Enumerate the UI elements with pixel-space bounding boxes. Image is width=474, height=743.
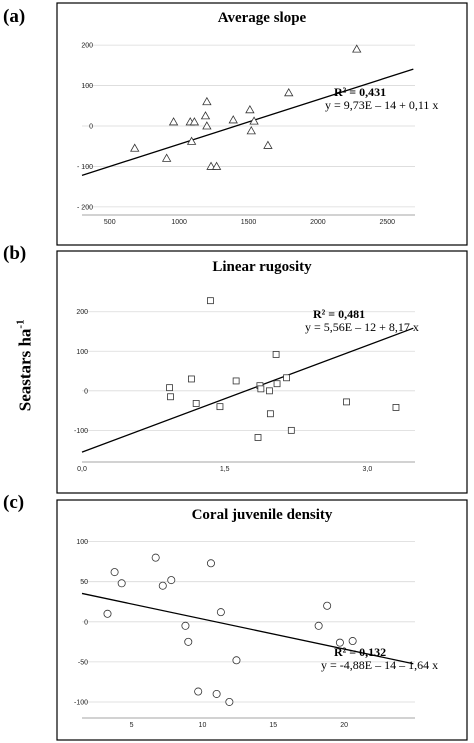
data-point-c-10: [212, 689, 221, 698]
y-tick-label-a-2: 0: [89, 124, 93, 131]
data-point-c-15: [323, 601, 332, 610]
r-squared-label-c: R² = 0,132: [334, 645, 386, 659]
data-point-c-13: [232, 656, 241, 665]
r-squared-label-b: R² = 0,481: [313, 307, 365, 321]
data-point-c-8: [194, 687, 203, 696]
data-point-a-11: [228, 115, 238, 124]
panel-label-b: (b): [3, 243, 27, 264]
data-point-b-7: [254, 434, 262, 441]
data-point-b-5: [216, 403, 224, 411]
y-tick-label-b-3: 200: [76, 309, 88, 316]
x-tick-label-c-0: 5: [130, 722, 134, 729]
y-tick-label-c-3: 50: [80, 579, 88, 586]
data-point-b-17: [392, 404, 400, 411]
data-point-c-5: [167, 576, 176, 585]
regression-line-b: [81, 327, 414, 453]
x-tick-label-b-2: 3,0: [363, 466, 373, 473]
data-point-c-12: [225, 697, 234, 706]
data-point-c-3: [151, 553, 160, 562]
y-tick-label-c-0: -100: [74, 699, 88, 706]
data-point-b-0: [166, 384, 173, 392]
x-tick-label-b-1: 1,5: [220, 466, 230, 473]
y-tick-label-c-2: 0: [84, 619, 88, 626]
x-tick-label-c-1: 10: [199, 722, 207, 729]
data-point-b-14: [283, 374, 290, 382]
data-point-a-13: [246, 126, 256, 135]
data-point-a-4: [186, 136, 197, 145]
chart-frame-a: [56, 2, 468, 246]
data-point-b-11: [266, 410, 274, 418]
data-point-c-7: [184, 637, 193, 646]
data-point-a-6: [200, 111, 211, 120]
chart-title-a: Average slope: [218, 10, 307, 26]
y-tick-label-b-1: 0: [84, 388, 88, 395]
data-point-b-12: [272, 351, 280, 358]
data-point-c-17: [348, 637, 357, 646]
data-point-a-7: [202, 121, 212, 130]
data-point-c-1: [110, 568, 119, 577]
data-point-c-16: [335, 638, 344, 647]
data-point-a-9: [206, 161, 216, 170]
data-point-b-6: [232, 377, 240, 385]
data-point-c-0: [103, 609, 112, 618]
data-point-c-2: [117, 579, 126, 588]
y-tick-label-c-4: 100: [76, 539, 88, 546]
data-point-b-3: [192, 400, 200, 407]
data-point-b-1: [167, 393, 174, 401]
data-point-b-9: [257, 385, 265, 393]
x-tick-label-a-0: 500: [104, 219, 116, 226]
x-tick-label-b-0: 0,0: [77, 466, 87, 473]
data-point-a-8: [202, 96, 212, 106]
panel-label-c: (c): [3, 492, 25, 513]
chart-title-c: Coral juvenile density: [192, 507, 333, 523]
regression-line-a: [81, 68, 414, 176]
x-tick-label-a-1: 1000: [171, 219, 187, 226]
x-tick-label-c-3: 20: [340, 722, 348, 729]
y-tick-label-a-4: 200: [81, 43, 93, 50]
data-point-b-4: [207, 297, 214, 305]
data-point-b-13: [273, 380, 281, 388]
data-point-a-0: [130, 143, 140, 152]
data-point-b-16: [343, 398, 350, 406]
r-squared-label-a: R² = 0,431: [334, 85, 386, 99]
x-tick-label-a-4: 2500: [379, 219, 395, 226]
data-point-b-15: [287, 426, 295, 434]
data-point-a-17: [352, 44, 362, 53]
data-point-a-1: [161, 153, 172, 162]
data-point-a-14: [249, 116, 259, 125]
y-tick-label-a-0: - 200: [77, 204, 93, 211]
x-tick-label-a-3: 2000: [310, 219, 326, 226]
data-point-a-16: [284, 88, 294, 97]
data-point-b-10: [266, 387, 273, 395]
regression-equation-a: y = 9,73E – 14 + 0,11 x: [325, 98, 438, 112]
y-tick-label-b-2: 100: [76, 349, 88, 356]
x-tick-label-a-2: 1500: [241, 219, 257, 226]
data-point-a-2: [168, 117, 179, 126]
regression-equation-c: y = -4,88E – 14 – 1,64 x: [321, 658, 438, 672]
chart-frame-c: [56, 499, 468, 741]
regression-equation-b: y = 5,56E – 12 + 8,17 x: [305, 320, 419, 334]
data-point-c-6: [181, 621, 190, 630]
y-tick-label-c-1: -50: [78, 659, 88, 666]
data-point-a-12: [245, 105, 255, 114]
y-tick-label-a-3: 100: [81, 83, 93, 90]
y-tick-label-b-0: -100: [74, 428, 88, 435]
regression-line-c: [81, 592, 414, 665]
data-point-c-4: [158, 581, 167, 590]
data-point-a-10: [211, 161, 222, 170]
data-point-a-15: [263, 140, 273, 149]
data-point-a-5: [189, 117, 200, 126]
data-point-c-11: [216, 608, 225, 617]
data-point-c-14: [314, 621, 323, 630]
data-point-b-2: [188, 375, 195, 383]
y-tick-label-a-1: - 100: [77, 164, 93, 171]
x-tick-label-c-2: 15: [269, 722, 277, 729]
chart-frame-b: [56, 250, 468, 494]
chart-title-b: Linear rugosity: [212, 259, 312, 275]
panel-label-a: (a): [3, 6, 26, 27]
data-point-c-9: [206, 559, 215, 568]
